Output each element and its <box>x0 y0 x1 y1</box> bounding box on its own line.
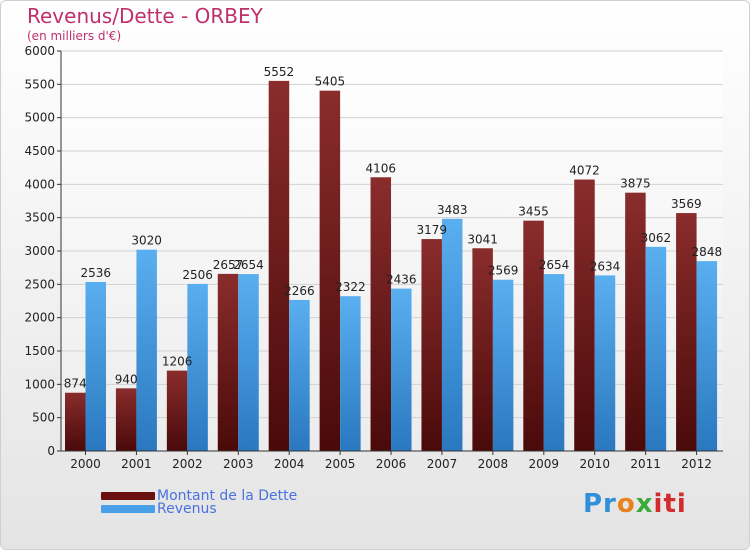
x-tick-label: 2001 <box>121 457 152 471</box>
x-axis: 2000 2001 2002 2003 2004 2005 2006 2007 2008 2009… <box>61 450 723 471</box>
bar-dette <box>217 273 239 451</box>
bar-dette <box>370 177 392 451</box>
legend-label-revenus: Revenus <box>157 501 217 517</box>
data-label-dette: 5552 <box>264 65 295 79</box>
y-tick-label: 3000 <box>24 244 55 258</box>
bar-dette <box>115 388 137 451</box>
data-label-dette: 4072 <box>569 164 600 178</box>
data-label-revenus: 3020 <box>131 234 162 248</box>
data-label-revenus: 2654 <box>539 258 570 272</box>
y-tick-label: 3500 <box>24 211 55 225</box>
x-tick-label: 2007 <box>427 457 458 471</box>
bars <box>65 80 718 452</box>
legend-label-dette: Montant de la Dette <box>157 488 298 504</box>
x-tick-label: 2012 <box>681 457 712 471</box>
data-label-revenus: 2436 <box>386 273 417 287</box>
bar-revenus <box>85 281 106 451</box>
bar-revenus <box>645 246 667 451</box>
y-tick-label: 5000 <box>24 111 55 125</box>
y-axis: 0 500 1000 1500 2000 2500 3000 3500 4000 4500 5000… <box>24 44 62 458</box>
data-label-dette: 4106 <box>366 161 397 175</box>
data-label-revenus: 2569 <box>488 264 519 278</box>
x-tick-label: 2000 <box>70 457 101 471</box>
data-label-revenus: 2634 <box>590 259 621 273</box>
bar-dette <box>319 90 341 452</box>
data-label-revenus: 2536 <box>80 266 111 280</box>
data-label-dette: 5405 <box>315 75 346 89</box>
data-label-dette: 3569 <box>671 197 702 211</box>
bar-revenus <box>187 283 208 451</box>
data-label-dette: 3455 <box>518 205 549 219</box>
bar-revenus <box>441 218 463 451</box>
data-label-dette: 2657 <box>213 258 244 272</box>
legend-item-dette: Montant de la Dette <box>101 488 297 504</box>
legend-item-revenus: Revenus <box>101 501 217 517</box>
data-label-dette: 874 <box>64 377 87 391</box>
chart-title: Revenus/Dette - ORBEY <box>27 4 263 28</box>
x-tick-label: 2011 <box>630 457 661 471</box>
y-tick-label: 0 <box>47 444 55 458</box>
data-label-dette: 3041 <box>467 232 498 246</box>
data-label-revenus: 3062 <box>641 231 672 245</box>
data-label-revenus: 2322 <box>335 280 366 294</box>
bar-revenus <box>696 261 718 451</box>
data-label-dette: 3179 <box>416 223 447 237</box>
bar-dette <box>65 392 86 451</box>
y-tick-label: 5500 <box>24 77 55 91</box>
data-label-dette: 3875 <box>620 177 651 191</box>
y-tick-label: 6000 <box>24 44 55 58</box>
x-tick-label: 2004 <box>274 457 305 471</box>
x-tick-label: 2010 <box>579 457 610 471</box>
bar-revenus <box>340 296 361 451</box>
bar-dette <box>421 239 442 451</box>
chart-subtitle: (en milliers d'€) <box>27 29 122 43</box>
data-label-revenus: 2506 <box>182 268 213 282</box>
data-label-revenus: 2848 <box>692 245 723 259</box>
data-label-revenus: 2266 <box>284 284 315 298</box>
x-tick-label: 2008 <box>478 457 509 471</box>
data-label-dette: 1206 <box>162 355 193 369</box>
x-tick-label: 2006 <box>376 457 407 471</box>
y-tick-label: 2000 <box>24 311 55 325</box>
bar-revenus <box>492 279 514 451</box>
bar-dette <box>676 213 697 451</box>
legend-swatch-dette <box>101 492 155 500</box>
y-tick-label: 4000 <box>24 177 55 191</box>
proxiti-logo: Proxiti <box>583 489 687 519</box>
bar-dette <box>268 80 290 451</box>
bar-dette <box>472 248 493 451</box>
x-tick-label: 2003 <box>223 457 254 471</box>
x-tick-label: 2009 <box>529 457 560 471</box>
y-tick-label: 2500 <box>24 277 55 291</box>
bar-revenus <box>594 275 616 451</box>
data-label-revenus: 3483 <box>437 203 468 217</box>
y-tick-label: 1000 <box>24 377 55 391</box>
bar-dette <box>625 192 646 451</box>
bar-revenus <box>136 249 157 451</box>
data-labels: 8742536940302012062506265726545552226654… <box>64 65 722 391</box>
y-tick-label: 500 <box>32 411 55 425</box>
bar-dette <box>166 370 188 451</box>
x-tick-label: 2005 <box>325 457 356 471</box>
bar-revenus <box>391 288 412 451</box>
x-tick-label: 2002 <box>172 457 203 471</box>
bar-dette <box>574 179 595 452</box>
y-tick-label: 1500 <box>24 344 55 358</box>
legend-swatch-revenus <box>101 505 155 513</box>
data-label-dette: 940 <box>115 372 138 386</box>
bar-revenus <box>289 299 310 451</box>
bar-revenus <box>543 274 565 451</box>
data-label-revenus: 2654 <box>233 258 264 272</box>
bar-dette <box>523 220 544 451</box>
bar-revenus <box>238 274 259 451</box>
y-tick-label: 4500 <box>24 144 55 158</box>
